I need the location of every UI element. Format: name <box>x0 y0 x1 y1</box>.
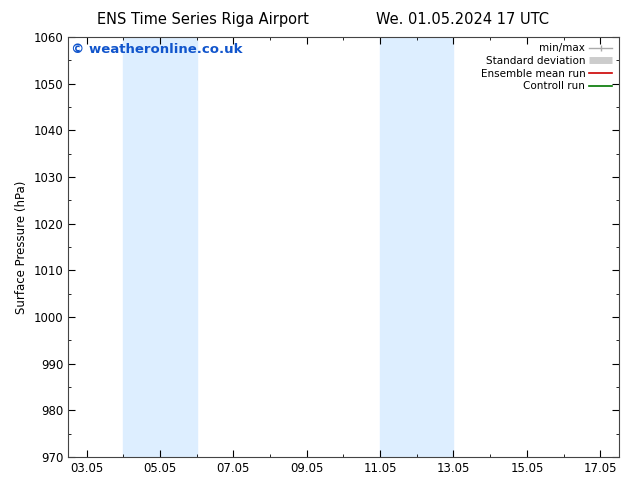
Text: ENS Time Series Riga Airport: ENS Time Series Riga Airport <box>97 12 309 27</box>
Y-axis label: Surface Pressure (hPa): Surface Pressure (hPa) <box>15 180 28 314</box>
Text: We. 01.05.2024 17 UTC: We. 01.05.2024 17 UTC <box>377 12 549 27</box>
Legend: min/max, Standard deviation, Ensemble mean run, Controll run: min/max, Standard deviation, Ensemble me… <box>477 40 616 95</box>
Bar <box>380 37 453 457</box>
Bar <box>123 37 197 457</box>
Text: © weatheronline.co.uk: © weatheronline.co.uk <box>71 44 242 56</box>
